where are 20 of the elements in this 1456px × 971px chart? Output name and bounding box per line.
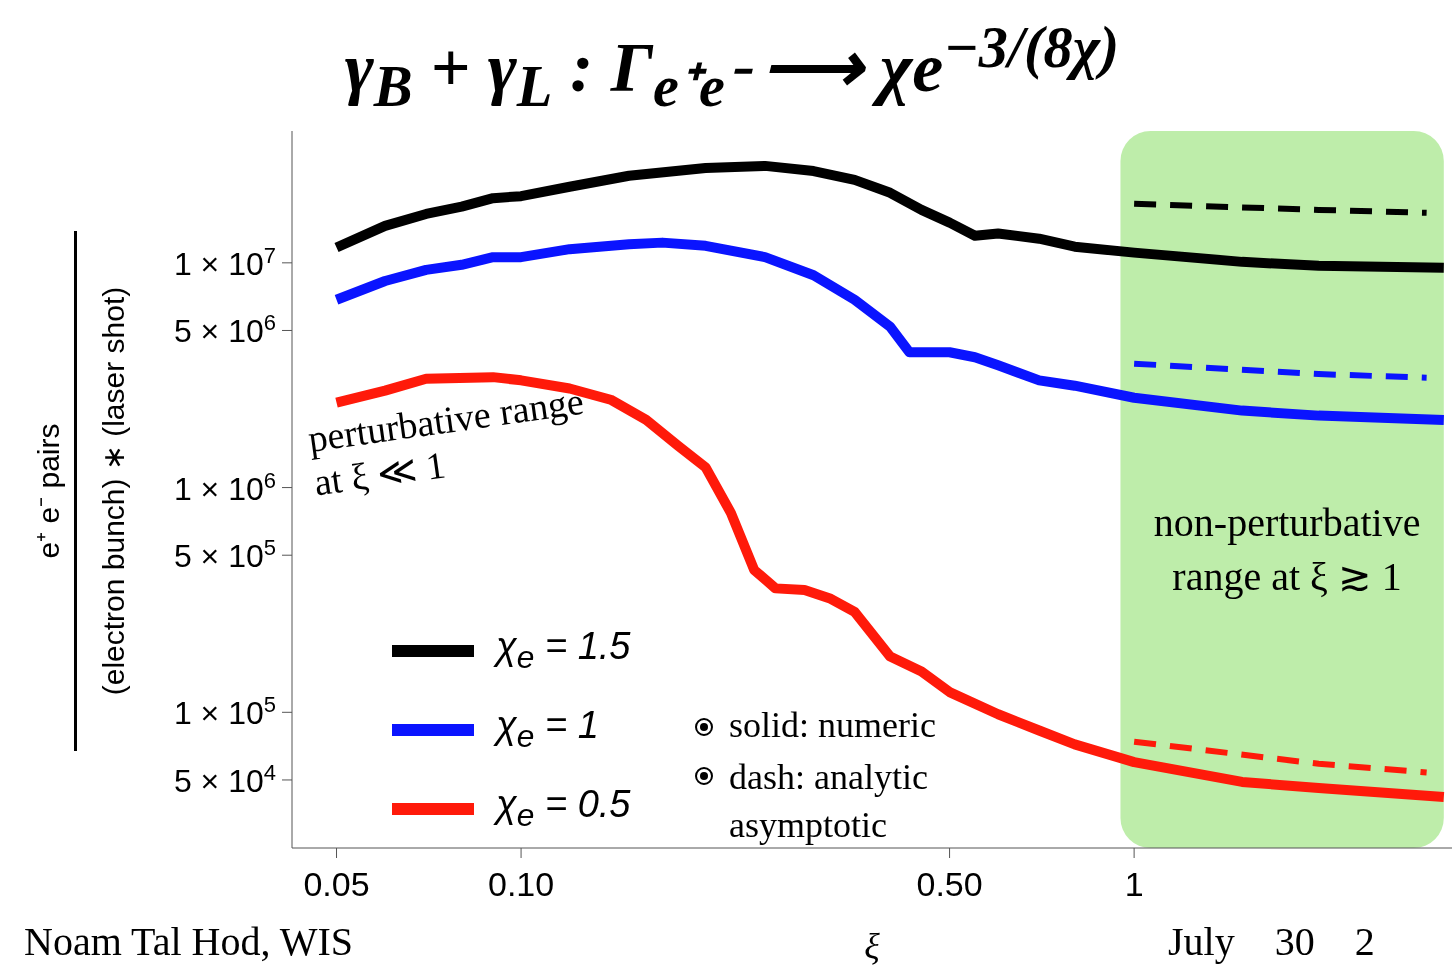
annotation: perturbative range at ξ ≪ 1 — [305, 378, 588, 505]
y-tick-label: 5 × 10$^{4}$ — [173, 759, 276, 799]
x-axis-title: ξ — [863, 926, 881, 966]
x-tick-label: 1 — [1124, 865, 1144, 904]
y-tick-label: 1 × 10$^{7}$ — [173, 242, 276, 282]
y-tick-label: 1 × 10$^{6}$ — [173, 467, 276, 507]
text: Noam Tal Hod, WIS — [24, 919, 354, 964]
y-axis-title: e⁺ e⁻ pairs — [31, 422, 66, 561]
text: July 30 2 — [1168, 919, 1375, 964]
y-tick-label: 5 × 10$^{5}$ — [173, 534, 276, 575]
y-tick-label: 1 × 10$^{5}$ — [173, 691, 276, 732]
x-tick-label: 0.50 — [916, 865, 983, 904]
annotation: solid: numeric — [729, 704, 937, 746]
chart-title: γ$_{B}$ + γ$_{L}$ : Γ$_{e⁺e⁻}$ ⟶ χe$^{−3/(8χ)}$ — [343, 14, 1121, 122]
text: (electron bunch) ∗ (laser shot) — [74, 231, 139, 751]
x-tick-label: 0.05 — [303, 865, 370, 904]
annotation: dash: analytic asymptotic — [729, 756, 929, 847]
y-tick-label: 5 × 10$^{6}$ — [173, 309, 276, 350]
band-label: non-perturbative range at ξ ≳ 1 — [1152, 499, 1422, 601]
x-tick-label: 0.10 — [487, 865, 555, 904]
